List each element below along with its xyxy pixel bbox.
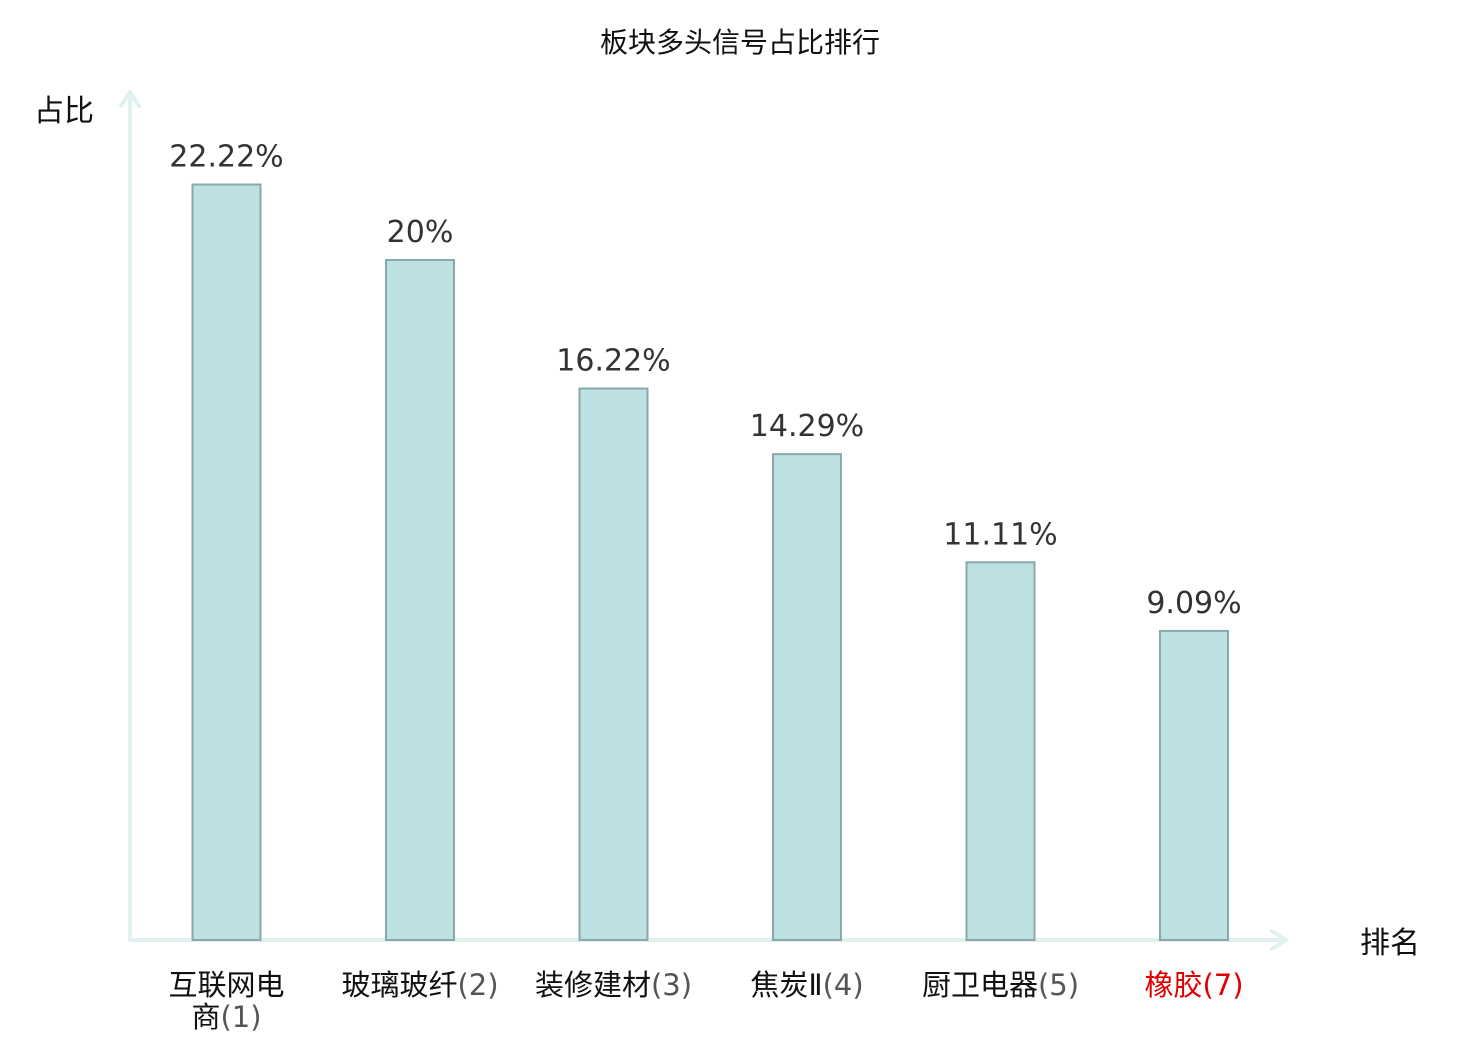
bar <box>1159 629 1229 941</box>
category-label-line: 商 <box>191 1000 220 1034</box>
bar-value-label: 11.11% <box>943 517 1057 552</box>
category-rank: (1) <box>220 1000 261 1034</box>
category-label-line: 焦炭Ⅱ <box>750 968 822 1002</box>
bar-value-label: 16.22% <box>556 344 670 379</box>
x-axis-arrow-icon <box>1270 929 1288 951</box>
x-axis-label: 排名 <box>1360 926 1420 961</box>
category-label: 厨卫电器(5) <box>922 968 1079 1002</box>
bar-value-label: 14.29% <box>750 409 864 444</box>
category-labels-group: 互联网电商(1) 玻璃玻纤(2) 装修建材(3) 焦炭Ⅱ(4) 厨卫电器(5) 橡胶(7) <box>168 968 1243 1034</box>
category-rank: (4) <box>823 968 864 1002</box>
bar-value-label: 22.22% <box>169 140 283 175</box>
category-label-line: 厨卫电器 <box>922 968 1038 1002</box>
category-rank: (7) <box>1202 968 1243 1002</box>
y-axis-arrow-icon <box>119 90 141 108</box>
bar <box>191 183 262 941</box>
category-label: 焦炭Ⅱ(4) <box>750 968 863 1002</box>
axes <box>119 90 1288 951</box>
bar-value-label: 20% <box>387 215 454 250</box>
category-label-line: 玻璃玻纤 <box>341 968 457 1002</box>
category-rank: (3) <box>651 968 692 1002</box>
category-rank: (5) <box>1038 968 1079 1002</box>
bar <box>965 561 1036 941</box>
category-label-line: 互联网电 <box>168 968 284 1002</box>
category-label-line: 装修建材 <box>535 968 651 1002</box>
bar <box>578 387 649 941</box>
chart-title: 板块多头信号占比排行 <box>600 26 880 59</box>
category-label-line: 橡胶 <box>1144 968 1202 1002</box>
bar <box>772 453 842 941</box>
category-label: 玻璃玻纤(2) <box>341 968 498 1002</box>
bars-group <box>191 183 1229 941</box>
category-label: 互联网电商(1) <box>168 968 284 1034</box>
value-labels-group: 22.22% 20% 16.22% 14.29% 11.11% 9.09% <box>169 140 1241 621</box>
category-rank: (2) <box>457 968 498 1002</box>
bar <box>385 259 455 941</box>
category-label: 装修建材(3) <box>535 968 692 1002</box>
y-axis-label: 占比 <box>34 94 94 129</box>
bar-value-label: 9.09% <box>1146 586 1241 621</box>
category-label: 橡胶(7) <box>1144 968 1243 1002</box>
